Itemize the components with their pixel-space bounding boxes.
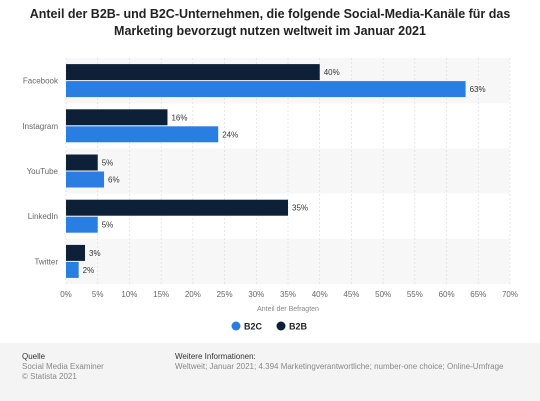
legend-label-b2c: B2C [244, 322, 263, 332]
bar-b2c [66, 126, 219, 143]
data-label-b2c: 63% [470, 85, 486, 94]
x-tick-label: 0% [60, 290, 72, 299]
source-block: Quelle Social Media Examiner © Statista … [22, 352, 104, 382]
category-label: Facebook [23, 77, 59, 86]
copyright-line[interactable]: © Statista 2021 [22, 372, 77, 381]
x-tick-label: 25% [217, 290, 233, 299]
category-label: LinkedIn [28, 212, 58, 221]
x-tick-label: 50% [375, 290, 391, 299]
data-label-b2c: 6% [108, 176, 120, 185]
bar-b2b [66, 154, 98, 171]
bar-chart: Facebook 40% 63% Instagram 16% 24% YouTube 5% 6%… [22, 58, 518, 332]
bar-b2c [66, 216, 98, 233]
x-tick-label: 45% [343, 290, 359, 299]
x-tick-label: 60% [439, 290, 455, 299]
x-tick-label: 5% [92, 290, 104, 299]
data-label-b2b: 40% [324, 68, 340, 77]
x-tick-label: 20% [185, 290, 201, 299]
bar-b2b [66, 109, 168, 126]
info-block: Weitere Informationen: Weltweit; Januar … [175, 352, 525, 372]
chart-title: Anteil der B2B- und B2C-Unternehmen, die… [29, 7, 511, 38]
data-label-b2b: 5% [102, 159, 114, 168]
data-label-b2b: 35% [292, 204, 308, 213]
category-label: Twitter [34, 257, 58, 266]
legend-label-b2b: B2B [289, 322, 308, 332]
chart-card: Anteil der B2B- und B2C-Unternehmen, die… [0, 0, 540, 343]
x-axis-label: Anteil der Befragten [257, 306, 319, 313]
legend-marker-b2c [231, 321, 241, 331]
info-text: Weltweit; Januar 2021; 4.394 Marketingve… [175, 362, 504, 371]
bar-b2c [66, 261, 79, 278]
data-label-b2b: 3% [89, 249, 101, 258]
category-band [66, 238, 510, 284]
x-tick-label: 35% [280, 290, 296, 299]
x-tick-label: 70% [502, 290, 518, 299]
source-heading: Quelle [22, 352, 46, 361]
bar-b2c [66, 81, 466, 98]
bar-b2b [66, 244, 86, 261]
data-label-b2c: 5% [102, 221, 114, 230]
x-tick-label: 15% [153, 290, 169, 299]
category-label: YouTube [27, 167, 59, 176]
data-label-b2b: 16% [171, 113, 187, 122]
x-tick-label: 65% [470, 290, 486, 299]
category-label: Instagram [22, 122, 58, 131]
bar-b2b [66, 199, 288, 216]
x-tick-label: 30% [248, 290, 264, 299]
bar-b2b [66, 64, 320, 81]
data-label-b2c: 2% [83, 266, 95, 275]
bar-b2c [66, 171, 105, 188]
x-tick-label: 55% [407, 290, 423, 299]
x-tick-label: 40% [312, 290, 328, 299]
source-line[interactable]: Social Media Examiner [22, 362, 104, 371]
info-heading[interactable]: Weitere Informationen: [175, 352, 256, 361]
data-label-b2c: 24% [222, 130, 238, 139]
legend-marker-b2b [276, 321, 286, 331]
x-tick-label: 10% [121, 290, 137, 299]
